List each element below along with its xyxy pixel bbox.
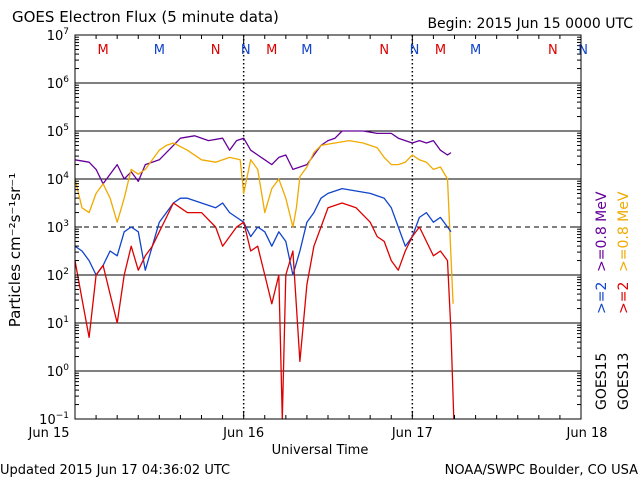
legend-entry: >=2: [594, 282, 610, 314]
y-tick-label: 103: [47, 219, 69, 236]
orbit-marker: M: [301, 43, 312, 58]
y-tick-label: 100: [47, 363, 70, 380]
x-axis-label: Universal Time: [272, 443, 369, 458]
legend-entry: >=0.8 MeV: [594, 191, 610, 272]
y-tick-label: 107: [47, 27, 69, 44]
y-tick-label: 106: [47, 75, 70, 92]
begin-date-label: Begin: 2015 Jun 15 0000 UTC: [427, 16, 633, 32]
orbit-marker: N: [241, 43, 251, 58]
orbit-marker: N: [548, 43, 558, 58]
y-tick-label: 104: [47, 171, 70, 188]
legend-entry: GOES15: [594, 353, 610, 410]
orbit-marker: M: [154, 43, 165, 58]
orbit-marker: N: [578, 43, 588, 58]
y-tick-label: 102: [47, 267, 69, 284]
footer-updated-timestamp: Updated 2015 Jun 17 04:36:02 UTC: [0, 463, 230, 478]
chart-title: GOES Electron Flux (5 minute data): [12, 8, 279, 26]
legend-entry: GOES13: [616, 353, 632, 410]
series-line-3: [74, 202, 455, 420]
orbit-marker: N: [410, 43, 420, 58]
legend-entry: >=0.8 MeV: [616, 191, 632, 272]
y-tick-label: 101: [47, 315, 69, 332]
orbit-marker: N: [211, 43, 221, 58]
orbit-marker: M: [98, 43, 109, 58]
y-tick-label: 10−1: [39, 411, 69, 428]
x-tick-label: Jun 17: [391, 426, 433, 441]
y-tick-label: 105: [47, 123, 69, 140]
x-tick-label: Jun 18: [566, 426, 608, 441]
orbit-marker: M: [266, 43, 277, 58]
y-axis-label: Particles cm⁻²s⁻¹sr⁻¹: [6, 173, 24, 327]
orbit-marker: N: [379, 43, 389, 58]
legend-entry: >=2: [616, 282, 632, 314]
orbit-marker: M: [470, 43, 481, 58]
footer-credit: NOAA/SWPC Boulder, CO USA: [445, 463, 638, 478]
series-line-0: [74, 130, 452, 185]
orbit-marker: M: [435, 43, 446, 58]
x-tick-label: Jun 15: [28, 426, 70, 441]
x-tick-label: Jun 16: [222, 426, 264, 441]
series-line-1: [74, 139, 454, 304]
series-line-2: [74, 187, 452, 276]
plot-frame: [74, 34, 582, 420]
